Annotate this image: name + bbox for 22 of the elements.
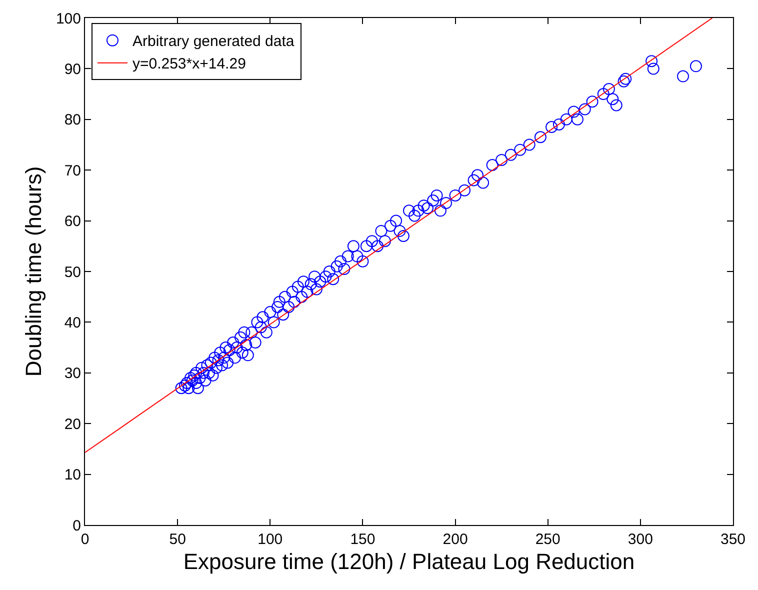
- y-tick-label: 90: [64, 60, 81, 78]
- x-tick-label: 50: [169, 531, 186, 548]
- legend-label: y=0.253*x+14.29: [132, 56, 246, 73]
- x-tick-label: 150: [350, 531, 376, 548]
- y-tick-label: 80: [64, 112, 81, 129]
- x-axis-title: Exposure time (120h) / Plateau Log Reduction: [183, 548, 635, 574]
- y-tick-label: 60: [64, 213, 81, 230]
- x-tick-label: 200: [442, 531, 468, 548]
- x-tick-label: 300: [628, 531, 653, 548]
- y-tick-label: 10: [64, 466, 81, 484]
- y-tick-label: 40: [64, 314, 81, 332]
- x-tick-label: 350: [720, 531, 746, 548]
- y-tick-label: 0: [72, 517, 81, 534]
- y-tick-label: 30: [64, 365, 81, 382]
- y-tick-label: 20: [64, 416, 81, 433]
- y-tick-label: 50: [64, 264, 81, 281]
- y-axis-title: Doubling time (hours): [20, 166, 46, 377]
- legend-label: Arbitrary generated data: [132, 33, 295, 50]
- y-tick-label: 100: [56, 10, 81, 28]
- y-tick-label: 70: [64, 162, 81, 180]
- x-tick-label: 100: [258, 531, 283, 548]
- x-tick-label: 250: [535, 531, 560, 548]
